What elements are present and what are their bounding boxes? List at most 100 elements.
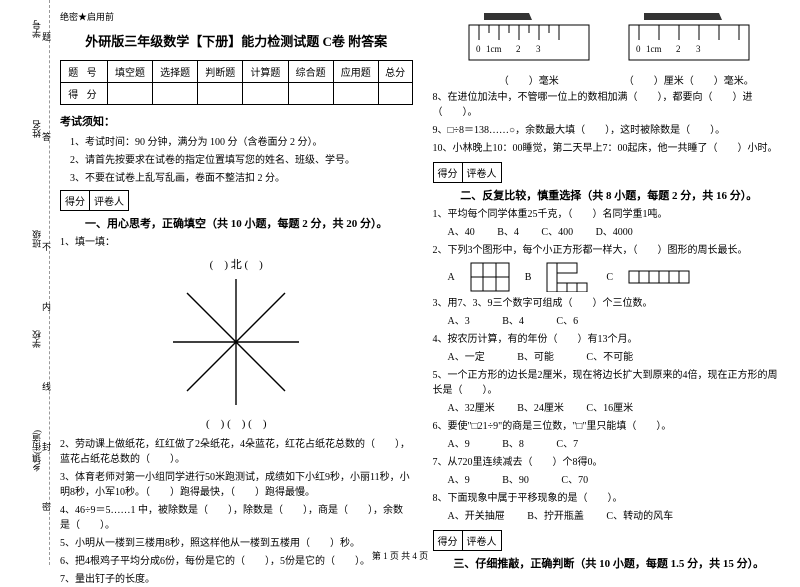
svg-text:3: 3 bbox=[696, 44, 701, 54]
grader-box: 评卷人 bbox=[89, 190, 129, 211]
seal-mark: 不 bbox=[42, 240, 51, 253]
seal-mark: 答 bbox=[42, 130, 51, 143]
table-row: 题 号 填空题 选择题 判断题 计算题 综合题 应用题 总分 bbox=[61, 61, 413, 83]
ruler-answers: （ ）毫米 （ ）厘米（ ）毫米。 bbox=[433, 72, 786, 87]
opt: A、3 bbox=[448, 316, 470, 327]
compass-icon bbox=[166, 272, 306, 412]
td bbox=[333, 83, 378, 105]
question: 2、劳动课上做纸花，红红做了2朵纸花，4朵蓝花，红花占纸花总数的（ ），蓝花占纸… bbox=[60, 437, 413, 467]
th: 题 号 bbox=[61, 61, 108, 83]
question: 1、平均每个同学体重25千克，（ ）名同学重1吨。 bbox=[433, 207, 786, 222]
table-row: 得 分 bbox=[61, 83, 413, 105]
opt: B、24厘米 bbox=[517, 403, 564, 414]
seal-mark: 题 bbox=[42, 30, 51, 43]
opt: A、开关抽屉 bbox=[448, 511, 505, 522]
section-title: 二、反复比较，慎重选择（共 8 小题，每题 2 分，共 16 分）。 bbox=[433, 187, 786, 203]
th: 判断题 bbox=[198, 61, 243, 83]
left-column: 绝密★启用前 外研版三年级数学【下册】能力检测试题 C卷 附答案 题 号 填空题… bbox=[60, 10, 413, 560]
question: 4、46÷9＝5……1 中，被除数是（ ），除数是（ ），商是（ ），余数是（ … bbox=[60, 503, 413, 533]
opt: C、转动的风车 bbox=[606, 511, 673, 522]
notice-item: 2、请首先按要求在试卷的指定位置填写您的姓名、班级、学号。 bbox=[70, 151, 413, 166]
opt: A、一定 bbox=[448, 352, 485, 363]
compass-diagram: ( ) 北 ( ) ( ) ( ) ( ) bbox=[60, 256, 413, 431]
exam-page: 学号 姓名 班级 学校 乡镇(街道) 题 答 不 内 线 封 密 绝密★启用前 … bbox=[0, 0, 800, 565]
svg-text:0: 0 bbox=[636, 44, 641, 54]
ruler-icon: 0 1cm 2 3 bbox=[624, 10, 754, 65]
shape-a-icon bbox=[470, 262, 510, 292]
grader-box: 评卷人 bbox=[462, 162, 502, 183]
opt: A、9 bbox=[448, 439, 470, 450]
options: A、9 B、8 C、7 bbox=[433, 437, 786, 452]
compass-top-labels: ( ) 北 ( ) bbox=[60, 256, 413, 272]
notice-item: 3、不要在试卷上乱写乱画，卷面不整洁扣 2 分。 bbox=[70, 169, 413, 184]
question: 2、下列3个图形中，每个小正方形都一样大，（ ）图形的周长最长。 bbox=[433, 243, 786, 258]
seal-mark: 内 bbox=[42, 300, 51, 313]
secret-label: 绝密★启用前 bbox=[60, 10, 413, 23]
ruler-icon: 01cm 23 bbox=[464, 10, 594, 65]
question: 10、小林晚上10：00睡觉，第二天早上7：00起床，他一共睡了（ ）小时。 bbox=[433, 141, 786, 156]
question: 9、□÷8＝138……○，余数最大填（ ），这时被除数是（ ）。 bbox=[433, 123, 786, 138]
ruler-row: 01cm 23 01cm 23 bbox=[433, 10, 786, 68]
shape-b-icon bbox=[546, 262, 591, 292]
options: A、9 B、90 C、70 bbox=[433, 473, 786, 488]
opt: C、7 bbox=[556, 439, 578, 450]
opt: C、70 bbox=[561, 475, 588, 486]
td: 得 分 bbox=[61, 83, 108, 105]
section-title: 一、用心思考，正确填空（共 10 小题，每题 2 分，共 20 分）。 bbox=[60, 215, 413, 231]
seal-mark: 线 bbox=[42, 380, 51, 393]
question: 7、量出钉子的长度。 bbox=[60, 572, 413, 587]
question: 6、要使"□21÷9"的商是三位数，"□"里只能填（ ）。 bbox=[433, 419, 786, 434]
options: A、3 B、4 C、6 bbox=[433, 314, 786, 329]
page-footer: 第 1 页 共 4 页 bbox=[0, 549, 800, 562]
question: 8、在进位加法中，不管哪一位上的数相加满（ ），都要向（ ）进（ ）。 bbox=[433, 90, 786, 120]
opt: C、16厘米 bbox=[586, 403, 633, 414]
td bbox=[378, 83, 412, 105]
question: 3、体育老师对第一小组同学进行50米跑测试，成绩如下小红9秒，小丽11秒，小明8… bbox=[60, 470, 413, 500]
binding-margin: 学号 姓名 班级 学校 乡镇(街道) 题 答 不 内 线 封 密 bbox=[0, 0, 50, 565]
ruler-b-answer: （ ）厘米（ ）毫米。 bbox=[624, 72, 754, 87]
opt: C、不可能 bbox=[586, 352, 633, 363]
paper-title: 外研版三年级数学【下册】能力检测试题 C卷 附答案 bbox=[60, 31, 413, 50]
opt: B、可能 bbox=[517, 352, 554, 363]
opt-label: C bbox=[606, 272, 613, 283]
th: 选择题 bbox=[153, 61, 198, 83]
svg-text:2: 2 bbox=[676, 44, 681, 54]
options: A、40 B、4 C、400 D、4000 bbox=[433, 225, 786, 240]
opt: B、拧开瓶盖 bbox=[527, 511, 584, 522]
question: 8、下面现象中属于平移现象的是（ ）。 bbox=[433, 491, 786, 506]
seal-mark: 封 bbox=[42, 440, 51, 453]
opt-label: B bbox=[525, 272, 532, 283]
question: 3、用7、3、9三个数字可组成（ ）个三位数。 bbox=[433, 296, 786, 311]
td bbox=[243, 83, 288, 105]
th: 计算题 bbox=[243, 61, 288, 83]
question: 7、从720里连续减去（ ）个8得0。 bbox=[433, 455, 786, 470]
opt: A、9 bbox=[448, 475, 470, 486]
ruler-a-answer: （ ）毫米 bbox=[464, 72, 594, 87]
svg-text:1cm: 1cm bbox=[646, 44, 662, 54]
opt: B、4 bbox=[497, 227, 519, 238]
score-table: 题 号 填空题 选择题 判断题 计算题 综合题 应用题 总分 得 分 bbox=[60, 60, 413, 105]
notice-item: 1、考试时间：90 分钟，满分为 100 分（含卷面分 2 分）。 bbox=[70, 133, 413, 148]
section-head: 得分 评卷人 bbox=[433, 530, 786, 551]
td bbox=[107, 83, 152, 105]
opt: D、4000 bbox=[596, 227, 633, 238]
options: A、开关抽屉 B、拧开瓶盖 C、转动的风车 bbox=[433, 509, 786, 524]
grader-box: 评卷人 bbox=[462, 530, 502, 551]
opt: B、4 bbox=[502, 316, 524, 327]
right-column: 01cm 23 01cm 23 （ bbox=[433, 10, 786, 560]
shape-options: A B C bbox=[448, 262, 786, 292]
options: A、32厘米 B、24厘米 C、16厘米 bbox=[433, 401, 786, 416]
opt: C、400 bbox=[541, 227, 573, 238]
opt: C、6 bbox=[556, 316, 578, 327]
th: 填空题 bbox=[107, 61, 152, 83]
question: 5、一个正方形的边长是2厘米，现在将边长扩大到原来的4倍，现在正方形的周长是（ … bbox=[433, 368, 786, 398]
shape-c-icon bbox=[628, 270, 693, 285]
td bbox=[198, 83, 243, 105]
compass-bot-labels: ( ) ( ) ( ) bbox=[60, 415, 413, 431]
score-box: 得分 bbox=[433, 162, 462, 183]
question: 4、按农历计算，有的年份（ ）有13个月。 bbox=[433, 332, 786, 347]
score-box: 得分 bbox=[60, 190, 89, 211]
binding-label: 学校 bbox=[30, 330, 43, 348]
th: 总分 bbox=[378, 61, 412, 83]
svg-text:3: 3 bbox=[536, 44, 541, 54]
